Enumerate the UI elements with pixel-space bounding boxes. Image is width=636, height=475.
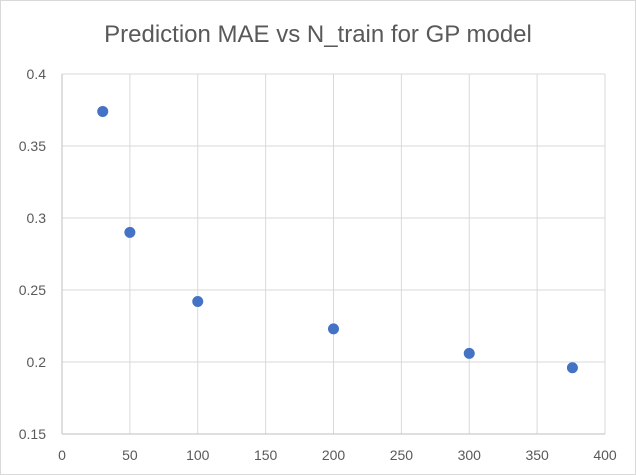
x-tick-label: 150 [254, 447, 278, 463]
x-tick-label: 0 [58, 447, 66, 463]
y-tick-label: 0.3 [27, 210, 47, 226]
x-tick-label: 350 [525, 447, 549, 463]
y-tick-label: 0.25 [19, 282, 46, 298]
x-tick-label: 100 [186, 447, 210, 463]
data-point [192, 296, 204, 308]
data-point [97, 105, 109, 117]
data-point [566, 362, 578, 374]
x-tick-label: 250 [390, 447, 414, 463]
x-tick-labels: 0 50 100 150 200 250 300 350 400 [58, 447, 617, 463]
x-tick-label: 400 [593, 447, 617, 463]
y-tick-label: 0.15 [19, 426, 46, 442]
x-tick-label: 300 [458, 447, 482, 463]
data-point [124, 226, 136, 238]
axes [61, 74, 605, 435]
data-points [97, 105, 578, 374]
y-tick-label: 0.4 [27, 66, 47, 82]
y-tick-label: 0.35 [19, 138, 46, 154]
data-point [463, 347, 475, 359]
data-point [328, 323, 339, 335]
y-tick-labels: 0.15 0.2 0.25 0.3 0.35 0.4 [19, 66, 46, 442]
gridlines [61, 73, 606, 435]
chart-title: Prediction MAE vs N_train for GP model [104, 21, 532, 48]
y-tick-label: 0.2 [27, 354, 47, 370]
x-tick-label: 200 [322, 447, 346, 463]
x-tick-label: 50 [122, 447, 138, 463]
